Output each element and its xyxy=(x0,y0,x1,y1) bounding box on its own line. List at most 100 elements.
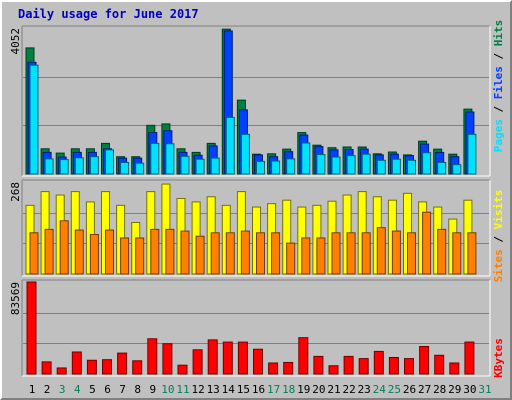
bar-pages-day-12 xyxy=(195,158,205,175)
bar-sites-day-23 xyxy=(361,232,371,275)
bar-kbytes-day-22 xyxy=(343,355,354,375)
x-tick-label-day-27: 27 xyxy=(418,383,431,396)
bar-sites-day-20 xyxy=(316,237,326,275)
bar-kbytes-day-30 xyxy=(464,341,475,375)
bar-sites-day-28 xyxy=(437,228,447,275)
bar-kbytes-day-5 xyxy=(86,359,97,375)
bar-sites-day-4 xyxy=(74,229,84,275)
bar-kbytes-day-17 xyxy=(268,362,279,375)
bar-sites-day-11 xyxy=(180,230,190,275)
bar-pages-day-2 xyxy=(44,158,54,175)
y-max-label: 268 xyxy=(9,182,22,202)
bar-pages-day-8 xyxy=(135,162,145,175)
page-title: Daily usage for June 2017 xyxy=(18,7,199,21)
x-tick-label-day-18: 18 xyxy=(282,383,295,396)
bar-pages-day-29 xyxy=(452,164,462,175)
x-tick-label-day-20: 20 xyxy=(312,383,325,396)
x-tick-label-day-1: 1 xyxy=(29,383,36,396)
x-tick-label-day-21: 21 xyxy=(327,383,340,396)
bar-sites-day-5 xyxy=(89,234,99,275)
bar-kbytes-day-27 xyxy=(419,345,430,375)
x-tick-label-day-25: 25 xyxy=(388,383,401,396)
bar-kbytes-day-7 xyxy=(117,352,128,375)
legend-separator: / xyxy=(492,46,505,66)
x-tick-label-day-2: 2 xyxy=(44,383,51,396)
bar-sites-day-8 xyxy=(135,237,145,275)
bar-kbytes-day-12 xyxy=(192,349,203,375)
x-tick-label-day-11: 11 xyxy=(176,383,189,396)
bar-pages-day-3 xyxy=(59,159,69,175)
bar-sites-day-7 xyxy=(120,237,130,275)
legend-visits-sites: Sites / Visits xyxy=(492,190,505,283)
bar-kbytes-day-9 xyxy=(147,338,158,375)
bar-kbytes-day-11 xyxy=(177,364,188,375)
bar-pages-day-24 xyxy=(376,159,386,175)
bar-pages-day-28 xyxy=(437,161,447,175)
x-tick-label-day-26: 26 xyxy=(403,383,416,396)
bar-sites-day-15 xyxy=(240,230,250,275)
legend-visits: Visits xyxy=(492,190,505,230)
bar-pages-day-4 xyxy=(74,157,84,175)
x-tick-label-day-5: 5 xyxy=(89,383,96,396)
legend-hits-files-pages: Pages / Files / Hits xyxy=(492,20,505,153)
bar-pages-day-13 xyxy=(210,157,220,175)
bar-sites-day-2 xyxy=(44,228,54,275)
legend-separator: / xyxy=(492,99,505,119)
legend-kbytes: KBytes xyxy=(492,338,505,378)
bar-sites-day-27 xyxy=(422,211,432,275)
bar-pages-day-17 xyxy=(271,160,281,175)
bar-pages-day-19 xyxy=(301,142,311,175)
bar-kbytes-day-18 xyxy=(283,361,294,375)
legend-hits: Hits xyxy=(492,20,505,47)
bar-pages-day-22 xyxy=(346,155,356,175)
bar-sites-day-25 xyxy=(391,230,401,275)
bar-sites-day-13 xyxy=(210,232,220,275)
bar-sites-day-10 xyxy=(165,228,175,275)
bar-sites-day-21 xyxy=(331,232,341,275)
bar-sites-day-29 xyxy=(452,232,462,275)
bar-pages-day-11 xyxy=(180,155,190,175)
bar-kbytes-day-10 xyxy=(162,343,173,375)
x-tick-label-day-24: 24 xyxy=(373,383,387,396)
bar-pages-day-25 xyxy=(391,158,401,175)
x-tick-label-day-28: 28 xyxy=(433,383,446,396)
bar-kbytes-day-4 xyxy=(71,351,82,375)
bar-sites-day-26 xyxy=(407,232,416,275)
x-tick-label-day-30: 30 xyxy=(463,383,476,396)
bar-kbytes-day-6 xyxy=(102,359,112,375)
bar-pages-day-18 xyxy=(286,158,296,175)
bar-kbytes-day-2 xyxy=(41,361,52,375)
bar-pages-day-10 xyxy=(165,143,175,175)
bar-pages-day-30 xyxy=(467,133,477,175)
bar-sites-day-6 xyxy=(105,229,114,275)
bar-pages-day-16 xyxy=(256,160,265,175)
bar-pages-day-20 xyxy=(316,154,326,175)
bar-pages-day-1 xyxy=(29,64,39,175)
bar-kbytes-day-16 xyxy=(253,348,263,375)
legend-files: Files xyxy=(492,66,505,99)
x-tick-label-day-19: 19 xyxy=(297,383,310,396)
y-max-label: 83569 xyxy=(9,282,22,315)
legend-separator: / xyxy=(492,229,505,249)
bar-sites-day-1 xyxy=(29,232,39,275)
bar-pages-day-14 xyxy=(225,116,235,175)
x-tick-label-day-23: 23 xyxy=(358,383,371,396)
bar-kbytes-day-3 xyxy=(56,367,67,375)
x-tick-label-day-3: 3 xyxy=(59,383,66,396)
bar-sites-day-14 xyxy=(225,232,235,275)
bar-sites-day-12 xyxy=(195,235,205,275)
bar-pages-day-26 xyxy=(407,159,416,175)
x-tick-label-day-8: 8 xyxy=(134,383,141,396)
bar-kbytes-day-25 xyxy=(388,356,399,375)
bar-kbytes-day-19 xyxy=(298,337,309,375)
bar-pages-day-21 xyxy=(331,156,341,175)
bar-kbytes-day-13 xyxy=(207,339,218,375)
bar-sites-day-30 xyxy=(467,232,477,275)
bar-sites-day-3 xyxy=(59,220,69,275)
bar-sites-day-9 xyxy=(150,228,160,275)
bar-pages-day-23 xyxy=(361,153,371,175)
bar-pages-day-7 xyxy=(120,161,130,175)
bar-pages-day-27 xyxy=(422,152,432,175)
x-tick-label-day-9: 9 xyxy=(149,383,156,396)
bar-pages-day-15 xyxy=(240,133,250,175)
